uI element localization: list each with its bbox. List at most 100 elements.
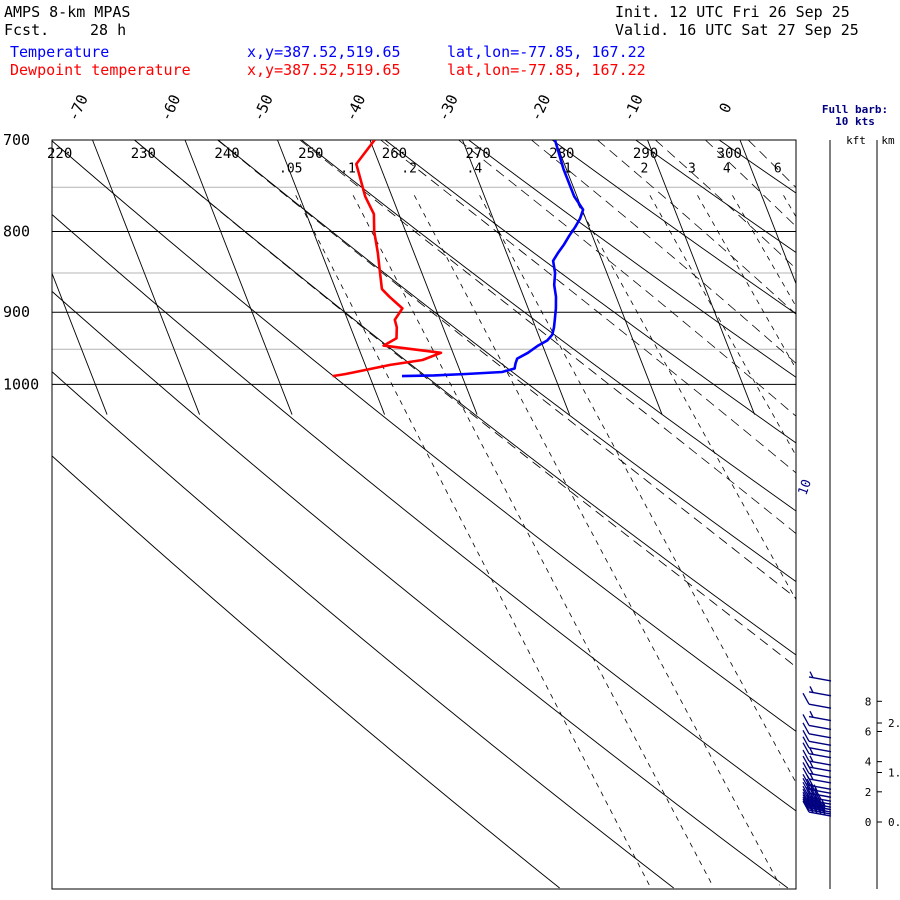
mixing-ratio-label: 1 bbox=[564, 161, 572, 176]
isotherm-label: -70 bbox=[64, 92, 92, 124]
wind-barb-flag bbox=[814, 787, 822, 800]
isotherm-label: 0 bbox=[715, 100, 735, 116]
legend-temperature-latlon: lat,lon=-77.85, 167.22 bbox=[447, 43, 646, 61]
moist-adiabat-line bbox=[655, 140, 796, 270]
dry-adiabat-line bbox=[803, 140, 900, 888]
mixing-ratio-line bbox=[479, 195, 796, 784]
kft-tick-label: 2 bbox=[865, 786, 872, 799]
plot-frame bbox=[51, 139, 797, 890]
mixing-ratio-line bbox=[352, 195, 713, 886]
isotherm-line bbox=[647, 140, 755, 415]
mixing-ratio-line bbox=[413, 195, 781, 886]
pressure-tick-label: 1000 bbox=[3, 375, 39, 393]
km-label: km bbox=[881, 134, 895, 147]
wind-barb-flag bbox=[818, 801, 826, 814]
dry-adiabat-line bbox=[52, 371, 674, 889]
legend-temperature-xy: x,y=387.52,519.65 bbox=[247, 43, 401, 61]
wind-barb-flag bbox=[802, 800, 810, 813]
wind-barb bbox=[802, 742, 832, 759]
km-tick-label: 1. bbox=[888, 767, 900, 780]
moist-adiabat-line bbox=[705, 140, 796, 228]
dry-adiabat-label: 240 bbox=[214, 146, 239, 162]
moist-adiabat-line bbox=[217, 140, 796, 599]
dry-adiabat-label: 260 bbox=[382, 146, 407, 162]
wind-barb-flag bbox=[802, 798, 810, 811]
isotherm-label: -60 bbox=[157, 92, 185, 124]
moist-adiabat-line bbox=[531, 140, 796, 364]
wind-barb-flag bbox=[810, 802, 818, 814]
isotherm-line bbox=[739, 140, 796, 285]
init-time: Init. 12 UTC Fri 26 Sep 25 bbox=[615, 3, 850, 21]
mixing-ratio-label: .05 bbox=[279, 161, 302, 176]
isotherm-line bbox=[833, 140, 900, 415]
dry-adiabat-label: 220 bbox=[47, 146, 72, 162]
km-tick-label: 2. bbox=[888, 717, 900, 730]
legend-dewpoint-xy: x,y=387.52,519.65 bbox=[247, 61, 401, 79]
wind-barb-flag bbox=[814, 802, 822, 815]
wind-barb bbox=[802, 729, 832, 746]
kft-tick-label: 8 bbox=[865, 695, 872, 708]
kft-label: kft bbox=[846, 134, 866, 147]
legend-temperature-name: Temperature bbox=[10, 43, 110, 61]
wind-barb-flag bbox=[806, 797, 814, 810]
isotherm-label: -30 bbox=[434, 92, 462, 124]
dry-adiabat-line bbox=[217, 140, 796, 583]
pressure-tick-label: 700 bbox=[3, 131, 30, 149]
wind-barb-flag bbox=[802, 722, 810, 735]
wind-title: Full barb: bbox=[822, 103, 888, 116]
wind-barb bbox=[808, 671, 832, 682]
isotherm-line bbox=[184, 140, 293, 415]
dry-adiabat-line bbox=[134, 140, 796, 656]
isotherm-line bbox=[92, 140, 200, 415]
kft-tick-label: 4 bbox=[865, 756, 872, 769]
dry-adiabat-line bbox=[384, 140, 796, 444]
wind-barb-halfflag bbox=[809, 773, 814, 780]
isotherm-line bbox=[369, 140, 478, 415]
wind-barb-note: 10 bbox=[796, 478, 815, 498]
dry-adiabat-line bbox=[301, 140, 796, 512]
wind-barb-shaft bbox=[808, 747, 832, 753]
dry-adiabat-line bbox=[52, 290, 789, 889]
mixing-ratio-label: 2 bbox=[641, 161, 649, 176]
km-tick-label: 0. bbox=[888, 816, 900, 829]
wind-barb bbox=[802, 714, 832, 731]
kft-tick-label: 0 bbox=[865, 816, 872, 829]
valid-time: Valid. 16 UTC Sat 27 Sep 25 bbox=[615, 21, 859, 39]
wind-barb-flag bbox=[806, 799, 814, 812]
mixing-ratio-label: .2 bbox=[401, 161, 417, 176]
wind-barb-shaft bbox=[808, 733, 832, 739]
isotherm-line bbox=[52, 272, 108, 415]
dewpoint-profile bbox=[332, 140, 443, 378]
temperature-profile bbox=[401, 140, 585, 378]
wind-barb-halfflag bbox=[809, 710, 814, 718]
wind-barb bbox=[802, 749, 832, 766]
wind-barb-flag bbox=[814, 800, 822, 813]
wind-subtitle: 10 kts bbox=[835, 115, 875, 128]
isotherm-line bbox=[0, 140, 15, 415]
isotherm-line bbox=[277, 140, 385, 415]
wind-barb-flag bbox=[806, 762, 814, 775]
wind-barb-flag bbox=[802, 749, 810, 762]
moist-adiabat-line bbox=[380, 140, 796, 474]
dry-adiabat-line bbox=[468, 140, 796, 378]
mixing-ratio-label: .1 bbox=[340, 161, 356, 176]
plot-border bbox=[51, 139, 797, 890]
profile-series bbox=[332, 140, 585, 378]
wind-barb-flag bbox=[818, 803, 826, 816]
dry-adiabat-line bbox=[718, 140, 796, 194]
mixing-ratio-line bbox=[732, 195, 796, 308]
forecast-label: Fcst. bbox=[4, 21, 50, 39]
wind-barb-flag bbox=[802, 742, 810, 754]
moist-adiabat-line bbox=[458, 140, 796, 417]
isotherm-line bbox=[462, 140, 570, 415]
dry-adiabat-line bbox=[52, 213, 796, 812]
pressure-tick-label: 800 bbox=[3, 222, 30, 240]
chart-header: AMPS 8-km MPAS Fcst. 28 h Init. 12 UTC F… bbox=[0, 0, 900, 84]
mixing-ratio-line bbox=[649, 195, 796, 457]
wind-barb-halfflag bbox=[809, 671, 814, 678]
isotherm-line bbox=[554, 140, 663, 415]
mixing-ratio-label: .4 bbox=[467, 161, 483, 176]
wind-barb bbox=[802, 736, 832, 753]
wind-barb-halfflag bbox=[809, 748, 814, 755]
wind-barb-halfflag bbox=[813, 784, 818, 791]
